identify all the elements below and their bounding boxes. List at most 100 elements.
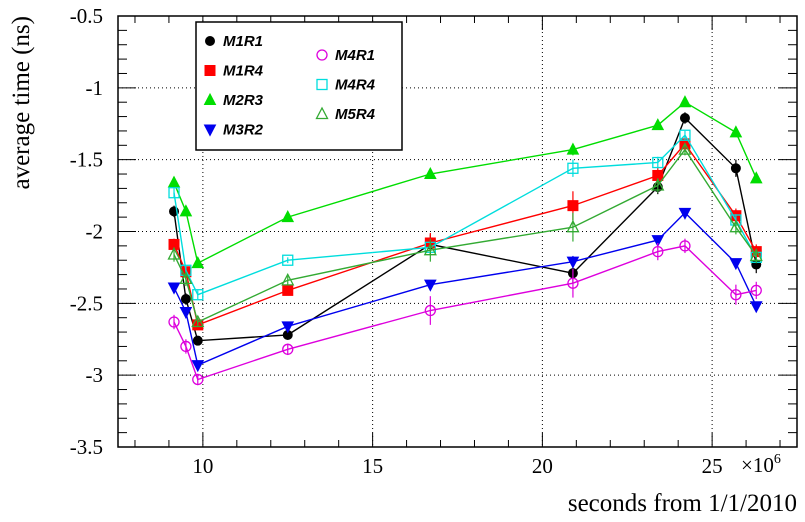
legend-item-m5r4: M5R4 [315, 106, 376, 123]
data-point-m5r4 [749, 248, 763, 262]
data-point-m3r2 [281, 321, 295, 334]
data-point-m4r1 [192, 373, 204, 386]
x-tick-label: 15 [362, 454, 383, 478]
legend-marker-m1r1 [205, 36, 215, 46]
data-point-m2r3 [651, 118, 665, 131]
legend-marker-m1r4 [204, 65, 216, 76]
legend-item-m1r4: M1R4 [204, 63, 264, 80]
data-point-m2r3 [191, 256, 205, 269]
y-axis-title: average time (ns) [8, 16, 35, 190]
data-point-m1r1 [180, 294, 191, 305]
data-point-m4r4 [652, 156, 664, 169]
data-point-m4r4 [192, 289, 204, 301]
legend-box [195, 21, 403, 151]
data-point-m1r1 [679, 113, 690, 124]
series-m2r3 [167, 95, 763, 269]
series-line-m1r1 [173, 116, 757, 342]
data-point-m2r3 [281, 210, 295, 223]
data-point-m3r2 [749, 301, 763, 314]
legend-label-m4r1: M4R1 [335, 47, 375, 64]
y-tick-label: -3 [86, 363, 104, 387]
data-point-m3r2 [424, 279, 437, 292]
x-tick-label: 25 [702, 454, 723, 478]
data-series [167, 95, 763, 386]
data-point-m3r2 [179, 306, 193, 320]
data-point-m4r4 [567, 162, 579, 174]
data-point-m4r1 [180, 340, 192, 353]
legend-item-m4r1: M4R1 [316, 47, 375, 64]
series-m4r4 [168, 129, 762, 301]
y-tick-label: -2.5 [70, 291, 103, 315]
data-point-m5r4 [167, 247, 181, 260]
series-line-m4r1 [173, 245, 757, 381]
data-point-m4r1 [730, 289, 742, 301]
legend-marker-m5r4 [315, 106, 329, 120]
y-tick-label: -2 [86, 220, 104, 244]
legend-label-m1r4: M1R4 [223, 63, 264, 80]
legend-marker-m4r1 [316, 49, 328, 61]
data-point-m2r3 [167, 175, 181, 188]
legend-marker-m2r3 [203, 92, 217, 105]
legend-marker-m4r4 [316, 78, 328, 91]
data-point-m2r3 [566, 142, 580, 155]
x-exponent-base: ×10 [741, 453, 774, 477]
data-point-m3r2 [566, 256, 580, 269]
data-point-m2r3 [749, 171, 763, 184]
data-point-m4r1 [750, 284, 762, 297]
legend-label-m4r4: M4R4 [335, 77, 376, 94]
data-point-m4r1 [567, 277, 579, 289]
y-tick-label: -3.5 [70, 435, 103, 459]
data-point-m5r4 [566, 219, 580, 233]
data-point-m3r2 [651, 235, 665, 248]
series-m5r4 [167, 142, 763, 328]
legend-label-m1r1: M1R1 [223, 33, 263, 50]
x-axis-title: seconds from 1/1/2010 [568, 490, 797, 517]
x-axis-exponent: ×106 [741, 452, 781, 477]
data-point-m4r4 [679, 129, 691, 141]
series-m4r1 [168, 238, 762, 386]
data-point-m4r4 [282, 254, 294, 266]
data-point-m4r4 [168, 187, 180, 199]
legend-item-m3r2: M3R2 [203, 122, 264, 139]
legend-label-m3r2: M3R2 [223, 122, 264, 139]
x-tick-label: 20 [532, 454, 553, 478]
data-point-m2r3 [678, 95, 692, 108]
x-exponent-power: 6 [774, 452, 781, 467]
data-point-m4r1 [424, 304, 436, 317]
axis-ticks: 10 15 20 25 -3.5 -3 -2.5 -2 -1.5 -1 -0.5 [70, 4, 797, 478]
data-point-m1r1 [192, 335, 203, 346]
data-point-m2r3 [729, 125, 743, 138]
y-tick-label: -0.5 [70, 4, 103, 28]
series-line-m4r4 [173, 134, 757, 296]
data-point-m3r2 [729, 258, 743, 271]
data-point-m3r2 [678, 207, 692, 220]
data-point-m5r4 [651, 178, 665, 191]
series-line-m3r2 [173, 211, 757, 367]
legend: M1R1 M1R4 M2R3 M3R2 M4R1 M4R4 M5R4 [195, 21, 403, 151]
series-line-m5r4 [173, 148, 757, 323]
data-point-m1r4 [567, 200, 579, 212]
data-point-m4r1 [168, 316, 180, 328]
data-point-m5r4 [281, 272, 295, 286]
data-point-m5r4 [729, 219, 743, 233]
data-point-m4r1 [282, 343, 294, 355]
series-m3r2 [167, 207, 763, 373]
data-point-m3r2 [191, 360, 205, 373]
y-tick-label: -1 [86, 76, 104, 100]
data-point-m5r4 [678, 142, 692, 155]
data-point-m5r4 [423, 242, 437, 256]
legend-marker-m3r2 [203, 124, 217, 137]
data-point-m5r4 [179, 271, 193, 285]
data-point-m2r3 [424, 166, 437, 180]
x-tick-label: 10 [192, 454, 213, 478]
data-point-m2r3 [179, 204, 193, 217]
legend-item-m4r4: M4R4 [316, 77, 376, 94]
data-point-m1r4 [282, 284, 294, 296]
legend-label-m5r4: M5R4 [335, 106, 376, 123]
legend-label-m2r3: M2R3 [223, 92, 264, 109]
y-tick-label: -1.5 [70, 148, 103, 172]
data-point-m1r1 [730, 163, 741, 174]
data-point-m4r1 [652, 245, 664, 258]
data-point-m4r1 [679, 240, 691, 252]
data-point-m3r2 [167, 282, 181, 295]
